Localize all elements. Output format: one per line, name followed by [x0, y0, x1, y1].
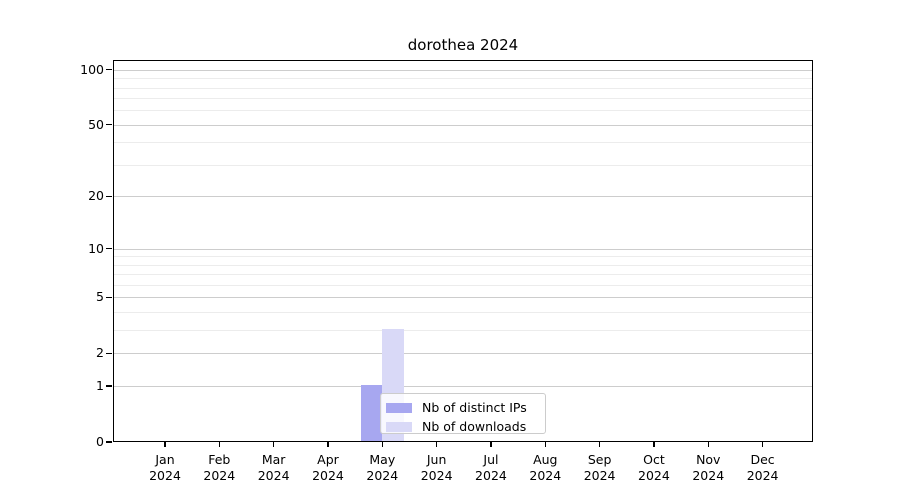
gridline-major: [114, 124, 812, 126]
y-tick-mark: [106, 247, 112, 250]
gridline-major: [114, 386, 812, 388]
x-tick-mark: [599, 442, 601, 447]
x-tick-label: Dec 2024: [746, 452, 779, 483]
x-tick-mark: [762, 442, 764, 447]
gridline-minor: [114, 78, 812, 80]
y-tick-label: 20: [88, 188, 104, 204]
y-tick-mark: [106, 195, 112, 198]
chart-title: dorothea 2024: [407, 36, 519, 54]
legend: Nb of distinct IPs Nb of downloads: [380, 393, 546, 434]
y-tick-label: 100: [80, 61, 104, 77]
y-tick-mark: [106, 69, 112, 71]
x-tick-label: Nov 2024: [692, 452, 725, 483]
x-tick-mark: [653, 442, 655, 447]
gridline-major: [114, 248, 812, 250]
x-tick-label: Aug 2024: [529, 452, 562, 483]
x-tick-mark: [381, 442, 383, 447]
legend-swatch-downloads: [386, 421, 412, 432]
gridline-minor: [114, 285, 812, 287]
legend-swatch-distinct-ips: [386, 402, 412, 413]
x-tick-label: Feb 2024: [203, 452, 236, 483]
gridline-major: [114, 69, 812, 71]
x-tick-mark: [218, 442, 220, 447]
y-tick-label: 0: [96, 434, 104, 449]
y-tick-label: 1: [96, 378, 104, 394]
bar-nb-of-distinct-ips: [360, 385, 383, 441]
y-tick-label: 10: [88, 240, 104, 256]
y-tick-mark: [106, 296, 112, 299]
y-tick-mark: [106, 385, 112, 387]
gridline-minor: [114, 98, 812, 100]
gridline-minor: [114, 312, 812, 314]
gridline-major: [114, 353, 812, 355]
x-tick-label: Jan 2024: [149, 452, 181, 483]
x-tick-label: Oct 2024: [638, 452, 670, 483]
x-tick-label: Jul 2024: [475, 452, 507, 483]
gridline-major: [114, 297, 812, 299]
legend-row: Nb of downloads: [381, 417, 545, 436]
x-tick-mark: [164, 442, 166, 447]
gridline-minor: [114, 274, 812, 276]
x-tick-label: Jun 2024: [420, 452, 453, 483]
y-tick-label: 5: [96, 289, 104, 305]
gridline-minor: [114, 264, 812, 266]
y-tick-mark: [106, 124, 112, 126]
gridline-minor: [114, 330, 812, 332]
legend-label: Nb of downloads: [422, 418, 527, 434]
y-tick-label: 50: [88, 116, 104, 132]
gridline-minor: [114, 256, 812, 258]
gridline-minor: [114, 165, 812, 167]
y-tick-label: 2: [96, 345, 104, 361]
x-tick-mark: [490, 442, 492, 447]
legend-label: Nb of distinct IPs: [422, 399, 527, 415]
x-tick-mark: [707, 442, 709, 447]
y-tick-mark: [106, 441, 112, 443]
y-tick-mark: [106, 352, 112, 354]
gridline-major: [114, 196, 812, 198]
gridline-minor: [114, 110, 812, 112]
gridline-minor: [114, 87, 812, 89]
legend-row: Nb of distinct IPs: [381, 398, 545, 417]
x-tick-mark: [436, 442, 438, 447]
gridline-minor: [114, 142, 812, 144]
x-tick-mark: [273, 442, 275, 447]
plot-area: Nb of distinct IPs Nb of downloads: [113, 60, 813, 442]
x-tick-mark: [544, 442, 546, 447]
x-tick-label: Mar 2024: [257, 452, 290, 483]
x-tick-label: Apr 2024: [312, 452, 344, 483]
x-tick-mark: [327, 442, 329, 447]
x-tick-label: May 2024: [366, 452, 399, 483]
x-tick-label: Sep 2024: [583, 452, 616, 483]
